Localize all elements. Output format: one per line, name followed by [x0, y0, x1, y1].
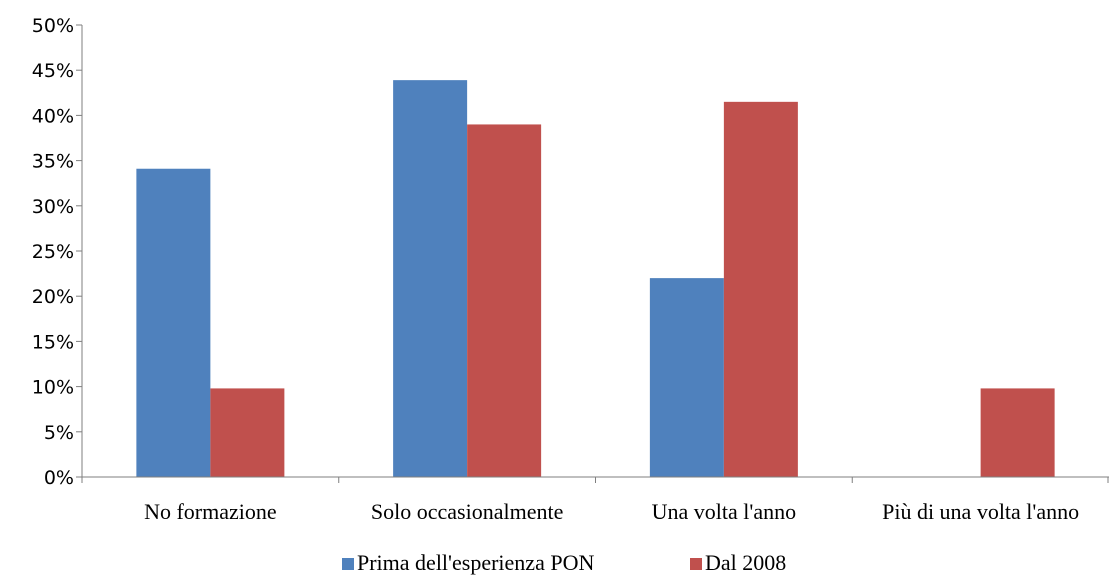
axes	[81, 25, 1109, 483]
x-tick-label: No formazione	[144, 499, 277, 524]
legend-swatch	[342, 558, 354, 570]
bar-prima	[136, 168, 211, 477]
y-tick-label: 0%	[44, 467, 74, 489]
x-tick-label: Una volta l'anno	[652, 499, 796, 524]
x-tick-label: Più di una volta l'anno	[882, 499, 1079, 524]
y-tick-label: 30%	[32, 196, 74, 218]
legend-label: Dal 2008	[705, 550, 786, 575]
y-tick-label: 5%	[44, 422, 74, 444]
bar-dal-2008	[980, 388, 1055, 477]
bar-dal-2008	[723, 101, 798, 477]
y-tick-label: 20%	[32, 286, 74, 308]
legend-swatch	[690, 558, 702, 570]
y-tick-label: 40%	[32, 105, 74, 127]
y-tick-label: 25%	[32, 241, 74, 263]
bar-dal-2008	[467, 124, 542, 477]
y-axis-ticks: 0% 5% 10% 15% 20% 25% 30% 35% 40% 45% 50%	[32, 15, 82, 489]
bars	[136, 80, 1055, 478]
legend-label: Prima dell'esperienza PON	[357, 550, 594, 575]
bar-prima	[393, 80, 468, 478]
y-tick-label: 35%	[32, 151, 74, 173]
y-tick-label: 50%	[32, 15, 74, 37]
y-tick-label: 15%	[32, 331, 74, 353]
legend: Prima dell'esperienza PON Dal 2008	[342, 550, 786, 575]
x-tick-label: Solo occasionalmente	[371, 499, 563, 524]
bar-dal-2008	[210, 388, 285, 477]
x-axis-ticks: No formazione Solo occasionalmente Una vol…	[144, 499, 1079, 524]
y-tick-label: 45%	[32, 60, 74, 82]
y-tick-label: 10%	[32, 377, 74, 399]
bar-prima	[649, 278, 724, 477]
